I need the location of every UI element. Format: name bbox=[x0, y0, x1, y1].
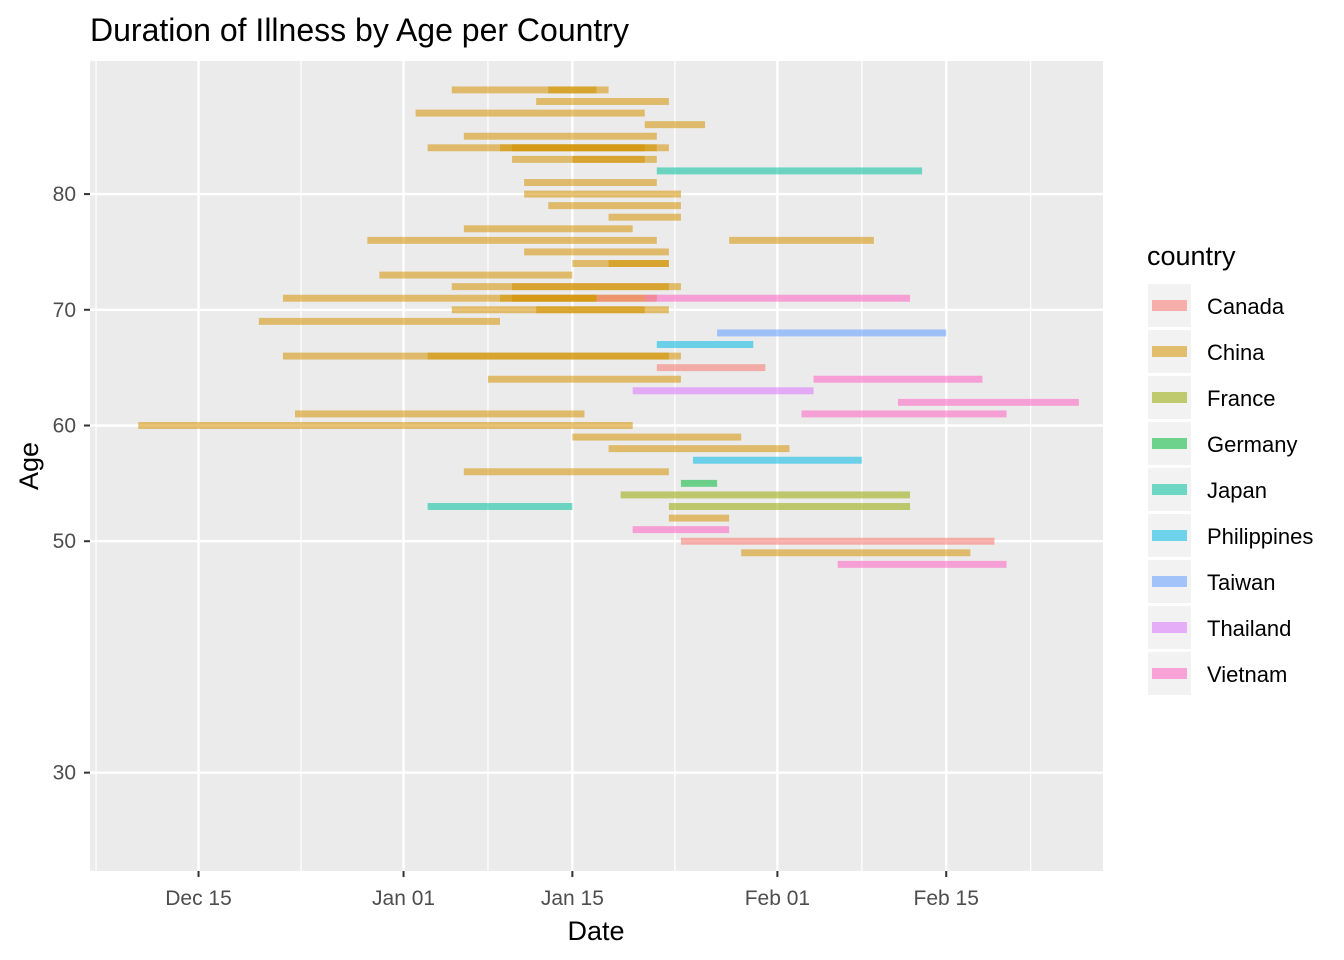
bar-china bbox=[548, 86, 597, 94]
bar-vietnam bbox=[897, 398, 1079, 406]
bar-vietnam bbox=[837, 560, 1007, 568]
bar-china bbox=[524, 190, 681, 198]
bar-taiwan bbox=[717, 329, 947, 337]
bar-thailand bbox=[632, 387, 814, 395]
bar-china bbox=[367, 236, 657, 244]
bar-china bbox=[138, 422, 633, 429]
bar-china bbox=[572, 433, 742, 441]
legend-swatch-thailand bbox=[1152, 622, 1187, 633]
bar-china bbox=[729, 236, 874, 244]
bar-japan bbox=[427, 503, 573, 510]
bar-china bbox=[548, 202, 681, 210]
bar-china bbox=[524, 248, 669, 256]
bar-vietnam bbox=[801, 410, 1007, 418]
bar-china bbox=[282, 294, 657, 302]
bar-canada bbox=[596, 294, 645, 302]
bar-china bbox=[427, 352, 669, 360]
bar-vietnam bbox=[813, 375, 983, 383]
legend-label-taiwan: Taiwan bbox=[1207, 570, 1275, 595]
legend-swatch-philippines bbox=[1152, 530, 1187, 541]
bar-china bbox=[512, 283, 669, 291]
bar-canada bbox=[656, 364, 766, 372]
y-tick-label: 30 bbox=[53, 762, 76, 785]
bar-china bbox=[741, 549, 971, 557]
bar-china bbox=[608, 445, 790, 453]
bar-china bbox=[512, 144, 645, 152]
x-tick-label: Jan 01 bbox=[372, 887, 435, 910]
bar-vietnam bbox=[644, 294, 911, 302]
x-tick-label: Feb 15 bbox=[914, 887, 979, 910]
bar-china bbox=[295, 410, 585, 418]
legend: country Canada China France Germany Japan Phi… bbox=[1147, 241, 1313, 695]
bar-france bbox=[668, 503, 911, 510]
legend-label-china: China bbox=[1207, 340, 1265, 365]
y-axis: 30 50 60 70 80 bbox=[53, 183, 90, 785]
bar-japan bbox=[656, 167, 923, 175]
y-tick-label: 60 bbox=[53, 415, 76, 438]
bar-china bbox=[451, 86, 609, 94]
y-axis-title: Age bbox=[14, 442, 44, 490]
y-tick-label: 50 bbox=[53, 530, 76, 553]
bar-china bbox=[572, 155, 645, 163]
bar-china bbox=[463, 225, 633, 233]
legend-label-philippines: Philippines bbox=[1207, 524, 1313, 549]
bar-germany bbox=[680, 479, 718, 487]
bar-china bbox=[608, 213, 681, 221]
legend-title: country bbox=[1147, 241, 1236, 271]
bar-vietnam bbox=[632, 526, 730, 534]
legend-swatch-canada bbox=[1152, 300, 1187, 311]
bar-china bbox=[536, 306, 645, 314]
bar-china bbox=[258, 317, 501, 325]
bar-china bbox=[536, 98, 669, 105]
bar-china bbox=[644, 121, 706, 129]
legend-label-japan: Japan bbox=[1207, 478, 1267, 503]
legend-label-canada: Canada bbox=[1207, 294, 1285, 319]
y-tick-label: 80 bbox=[53, 183, 76, 206]
x-tick-label: Feb 01 bbox=[745, 887, 810, 910]
bar-china bbox=[463, 468, 669, 476]
bar-philippines bbox=[656, 341, 754, 348]
legend-swatch-germany bbox=[1152, 438, 1187, 449]
bar-china bbox=[668, 514, 730, 522]
bar-china bbox=[524, 179, 657, 186]
y-tick-label: 70 bbox=[53, 299, 76, 322]
bar-china bbox=[379, 271, 573, 279]
legend-label-france: France bbox=[1207, 386, 1275, 411]
x-tick-label: Dec 15 bbox=[165, 887, 232, 910]
legend-label-vietnam: Vietnam bbox=[1207, 662, 1287, 687]
legend-swatch-france bbox=[1152, 392, 1187, 403]
legend-swatch-taiwan bbox=[1152, 576, 1187, 587]
x-tick-label: Jan 15 bbox=[541, 887, 604, 910]
bar-france bbox=[620, 491, 911, 499]
legend-label-thailand: Thailand bbox=[1207, 616, 1291, 641]
bar-china bbox=[608, 260, 669, 267]
bar-china bbox=[512, 294, 597, 302]
legend-swatch-china bbox=[1152, 346, 1187, 357]
x-axis-title: Date bbox=[567, 916, 624, 946]
bar-philippines bbox=[692, 456, 862, 464]
chart-title: Duration of Illness by Age per Country bbox=[90, 12, 629, 48]
legend-swatch-japan bbox=[1152, 484, 1187, 495]
duration-bars bbox=[138, 86, 1079, 568]
bar-canada bbox=[680, 537, 995, 545]
legend-label-germany: Germany bbox=[1207, 432, 1297, 457]
legend-swatch-vietnam bbox=[1152, 668, 1187, 679]
bar-china bbox=[487, 375, 681, 383]
bar-china bbox=[415, 109, 645, 117]
x-axis: Dec 15 Jan 01 Jan 15 Feb 01 Feb 15 bbox=[165, 871, 979, 910]
bar-china bbox=[463, 132, 657, 140]
